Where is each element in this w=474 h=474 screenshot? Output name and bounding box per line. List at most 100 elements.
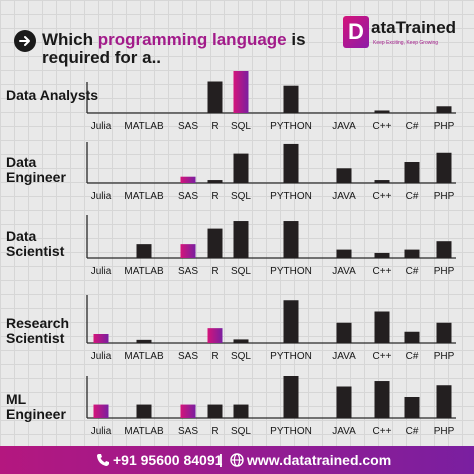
tick-label: PHP [434, 426, 455, 437]
row-label-ml-engineer: ML Engineer [6, 391, 66, 422]
logo-letter: D [343, 16, 369, 48]
tick-label: JAVA [332, 266, 356, 277]
bar-c [404, 249, 420, 258]
tick-label: R [211, 121, 218, 132]
phone-number[interactable]: +91 95600 84091 [113, 452, 223, 468]
bar-c [404, 331, 420, 343]
tick-label: PHP [434, 121, 455, 132]
bar-php [436, 106, 452, 113]
tick-label: SQL [231, 121, 251, 132]
bar-sas [180, 404, 196, 418]
website-link[interactable]: www.datatrained.com [247, 452, 392, 468]
tick-label: C++ [373, 351, 392, 362]
bar-c [374, 180, 390, 183]
tick-label: C# [406, 266, 419, 277]
bar-java [336, 322, 352, 343]
charts-area: Julia MATLAB SAS R SQL PYTHON JAVA C++ C# PHPJuli… [86, 71, 456, 437]
page-title-line2: required for a.. [42, 48, 162, 67]
bar-c [374, 311, 390, 343]
footer-bar: +91 95600 84091 | www.datatrained.com [0, 446, 474, 474]
bar-sas [180, 244, 196, 258]
tick-label: JAVA [332, 191, 356, 202]
bar-matlab [136, 244, 152, 258]
tick-label: PHP [434, 351, 455, 362]
row-label-research-scientist: Research Scientist [6, 315, 70, 346]
tick-label: R [211, 191, 218, 202]
bar-r [207, 404, 223, 418]
bar-julia [93, 404, 109, 418]
chart-1: Julia MATLAB SAS R SQL PYTHON JAVA C++ C# PHP [86, 142, 456, 202]
phone-icon [97, 454, 109, 466]
tick-label: Julia [91, 266, 112, 277]
header: Which programming language is required f… [0, 0, 474, 70]
tick-label: Julia [91, 426, 112, 437]
bar-c [404, 162, 420, 183]
row-label-data-engineer: Data Engineer [6, 154, 66, 185]
tick-label: SAS [178, 426, 198, 437]
bar-java [336, 249, 352, 258]
bar-java [336, 168, 352, 183]
bar-php [436, 385, 452, 418]
tick-label: C# [406, 191, 419, 202]
brand-logo: D ataTrained Keep Exciting, Keep Growing [343, 16, 456, 52]
tick-label: MATLAB [124, 266, 164, 277]
tick-label: Julia [91, 351, 112, 362]
tick-label: MATLAB [124, 426, 164, 437]
tick-label: PHP [434, 266, 455, 277]
tick-label: SQL [231, 426, 251, 437]
tick-label: R [211, 266, 218, 277]
bar-python [283, 300, 299, 343]
tick-label: C++ [373, 426, 392, 437]
bar-r [207, 81, 223, 113]
tick-label: Julia [91, 121, 112, 132]
tick-label: JAVA [332, 121, 356, 132]
tick-label: MATLAB [124, 351, 164, 362]
bar-matlab [136, 404, 152, 418]
footer-separator: | [219, 451, 223, 467]
tick-label: C# [406, 426, 419, 437]
bar-python [283, 143, 299, 183]
bar-php [436, 152, 452, 183]
tick-label: SQL [231, 266, 251, 277]
row-label-data-scientist: Data Scientist [6, 228, 65, 259]
tick-label: JAVA [332, 426, 356, 437]
tick-label: SQL [231, 191, 251, 202]
bar-r [207, 328, 223, 343]
bar-r [207, 228, 223, 258]
logo-tagline: Keep Exciting, Keep Growing [373, 40, 439, 46]
tick-label: PYTHON [270, 351, 312, 362]
bar-r [207, 180, 223, 183]
tick-label: PYTHON [270, 121, 312, 132]
bar-c [374, 381, 390, 418]
bar-sql [233, 404, 249, 418]
bar-sql [233, 71, 249, 113]
tick-label: SAS [178, 121, 198, 132]
chart-4: Julia MATLAB SAS R SQL PYTHON JAVA C++ C# PHP [86, 376, 456, 437]
bar-java [336, 386, 352, 418]
chart-2: Julia MATLAB SAS R SQL PYTHON JAVA C++ C# PHP [86, 215, 456, 277]
tick-label: C# [406, 121, 419, 132]
bar-python [283, 221, 299, 258]
bar-php [436, 322, 452, 343]
tick-label: C++ [373, 266, 392, 277]
tick-label: MATLAB [124, 191, 164, 202]
bar-c [374, 110, 390, 113]
bar-matlab [136, 339, 152, 343]
tick-label: C++ [373, 191, 392, 202]
row-label-data-analysts: Data Analysts [6, 87, 99, 103]
bar-php [436, 241, 452, 258]
bar-sql [233, 221, 249, 258]
chart-3: Julia MATLAB SAS R SQL PYTHON JAVA C++ C# PHP [86, 295, 456, 362]
tick-label: R [211, 351, 218, 362]
tick-label: SAS [178, 266, 198, 277]
tick-label: SAS [178, 351, 198, 362]
bar-sas [180, 176, 196, 183]
bar-c [404, 397, 420, 418]
bar-julia [93, 334, 109, 343]
tick-label: C++ [373, 121, 392, 132]
chart-0: Julia MATLAB SAS R SQL PYTHON JAVA C++ C# PHP [86, 71, 456, 132]
tick-label: PYTHON [270, 266, 312, 277]
bar-c [374, 252, 390, 258]
logo-text: ataTrained [371, 18, 457, 37]
tick-label: SQL [231, 351, 251, 362]
